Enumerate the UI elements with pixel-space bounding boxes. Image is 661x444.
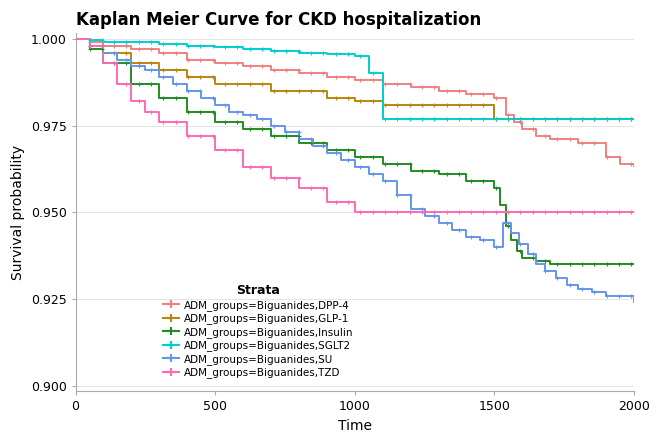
Y-axis label: Survival probability: Survival probability bbox=[11, 145, 25, 280]
X-axis label: Time: Time bbox=[338, 419, 371, 433]
Text: Kaplan Meier Curve for CKD hospitalization: Kaplan Meier Curve for CKD hospitalizati… bbox=[75, 11, 481, 29]
Legend: ADM_groups=Biguanides,DPP-4, ADM_groups=Biguanides,GLP-1, ADM_groups=Biguanides,: ADM_groups=Biguanides,DPP-4, ADM_groups=… bbox=[159, 280, 358, 383]
